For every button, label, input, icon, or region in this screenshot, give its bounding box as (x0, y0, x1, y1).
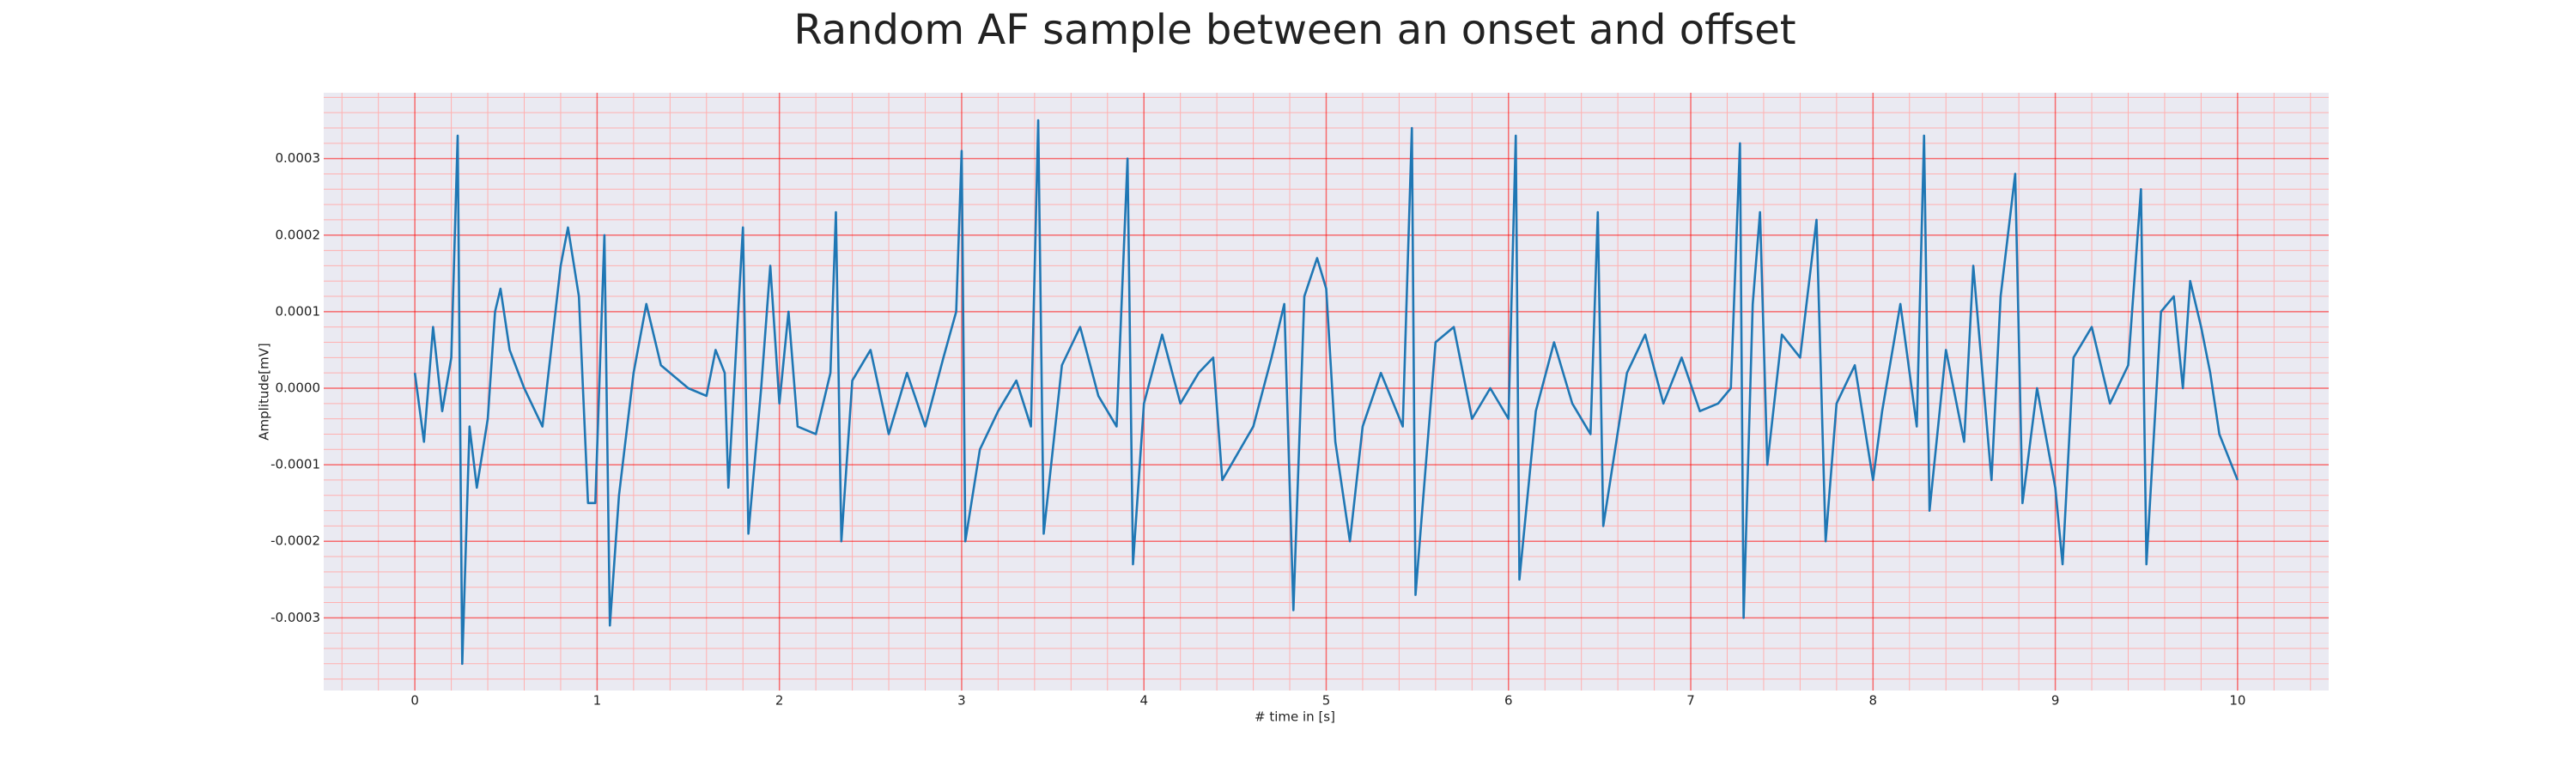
x-tick-label: 2 (775, 693, 784, 709)
x-tick-label: 7 (1686, 693, 1695, 709)
y-tick-label: 0.0001 (276, 303, 321, 319)
x-tick-label: 1 (593, 693, 602, 709)
x-tick-label: 4 (1139, 693, 1148, 709)
y-tick-label: -0.0001 (270, 457, 320, 472)
x-tick-label: 5 (1322, 693, 1331, 709)
y-tick-label: 0.0000 (276, 380, 321, 395)
y-tick-label: -0.0002 (270, 533, 320, 549)
y-tick-label: -0.0003 (270, 610, 320, 625)
y-tick-label: 0.0003 (276, 150, 321, 166)
x-tick-label: 8 (1869, 693, 1878, 709)
y-axis-label: Amplitude[mV] (257, 343, 272, 440)
x-tick-label: 6 (1504, 693, 1513, 709)
chart-title: Random AF sample between an onset and of… (793, 6, 1795, 54)
x-tick-label: 10 (2229, 693, 2245, 709)
x-tick-label: 3 (957, 693, 966, 709)
x-tick-label: 9 (2051, 693, 2060, 709)
x-tick-label: 0 (410, 693, 419, 709)
x-axis-label: # time in [s] (1255, 709, 1335, 725)
y-tick-label: 0.0002 (276, 227, 321, 242)
signal-line (413, 119, 2239, 666)
